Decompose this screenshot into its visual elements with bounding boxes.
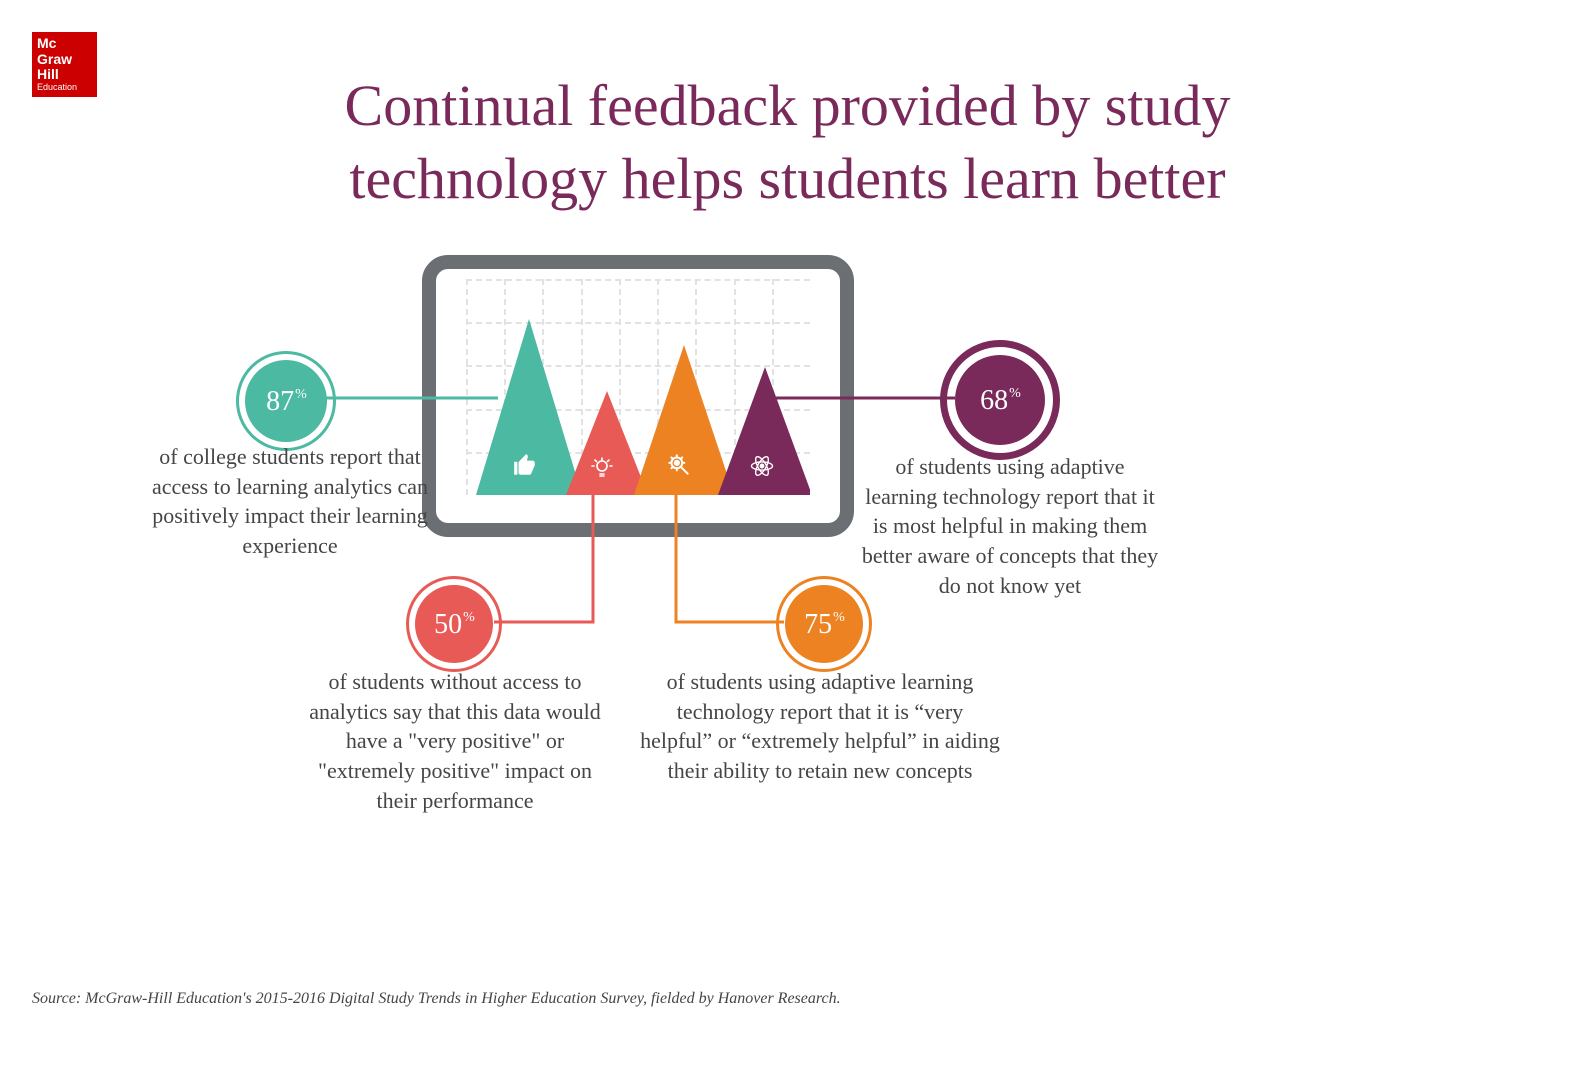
stat-description: of college students report that access t…: [140, 442, 440, 561]
bulb-icon: [590, 456, 614, 485]
source-text: Source: McGraw-Hill Education's 2015-201…: [32, 990, 841, 1007]
thumb-icon: [512, 452, 538, 483]
page-title: Continual feedback provided by study tec…: [0, 70, 1575, 215]
percent-sign: %: [463, 610, 475, 626]
stat-value: 68: [980, 385, 1008, 417]
stat-badge: 87%: [245, 360, 327, 442]
stat-description: of students using adaptive learning tech…: [640, 667, 1000, 786]
stat-description: of students without access to analytics …: [300, 667, 610, 815]
tablet-screen: [466, 279, 810, 495]
grid-col: [466, 279, 468, 495]
source-citation: Source: McGraw-Hill Education's 2015-201…: [32, 990, 841, 1008]
stat-description: of students using adaptive learning tech…: [860, 452, 1160, 600]
stat-value: 87: [266, 386, 294, 418]
stat-value: 75: [804, 609, 832, 641]
percent-sign: %: [295, 387, 307, 403]
stat-badge: 75%: [785, 585, 863, 663]
stat-badge: 68%: [955, 355, 1045, 445]
logo-line2: Graw: [37, 52, 92, 67]
gear-icon: [666, 452, 692, 483]
tablet-frame: [422, 255, 854, 537]
grid-row: [466, 279, 810, 281]
stat-badge: 50%: [415, 585, 493, 663]
tablet-home-button-icon: [633, 505, 643, 515]
percent-sign: %: [1009, 386, 1021, 402]
percent-sign: %: [833, 610, 845, 626]
stat-value: 50: [434, 609, 462, 641]
headline-text: Continual feedback provided by study tec…: [345, 73, 1231, 211]
atom-icon: [748, 452, 776, 485]
logo-line1: Mc: [37, 36, 92, 51]
